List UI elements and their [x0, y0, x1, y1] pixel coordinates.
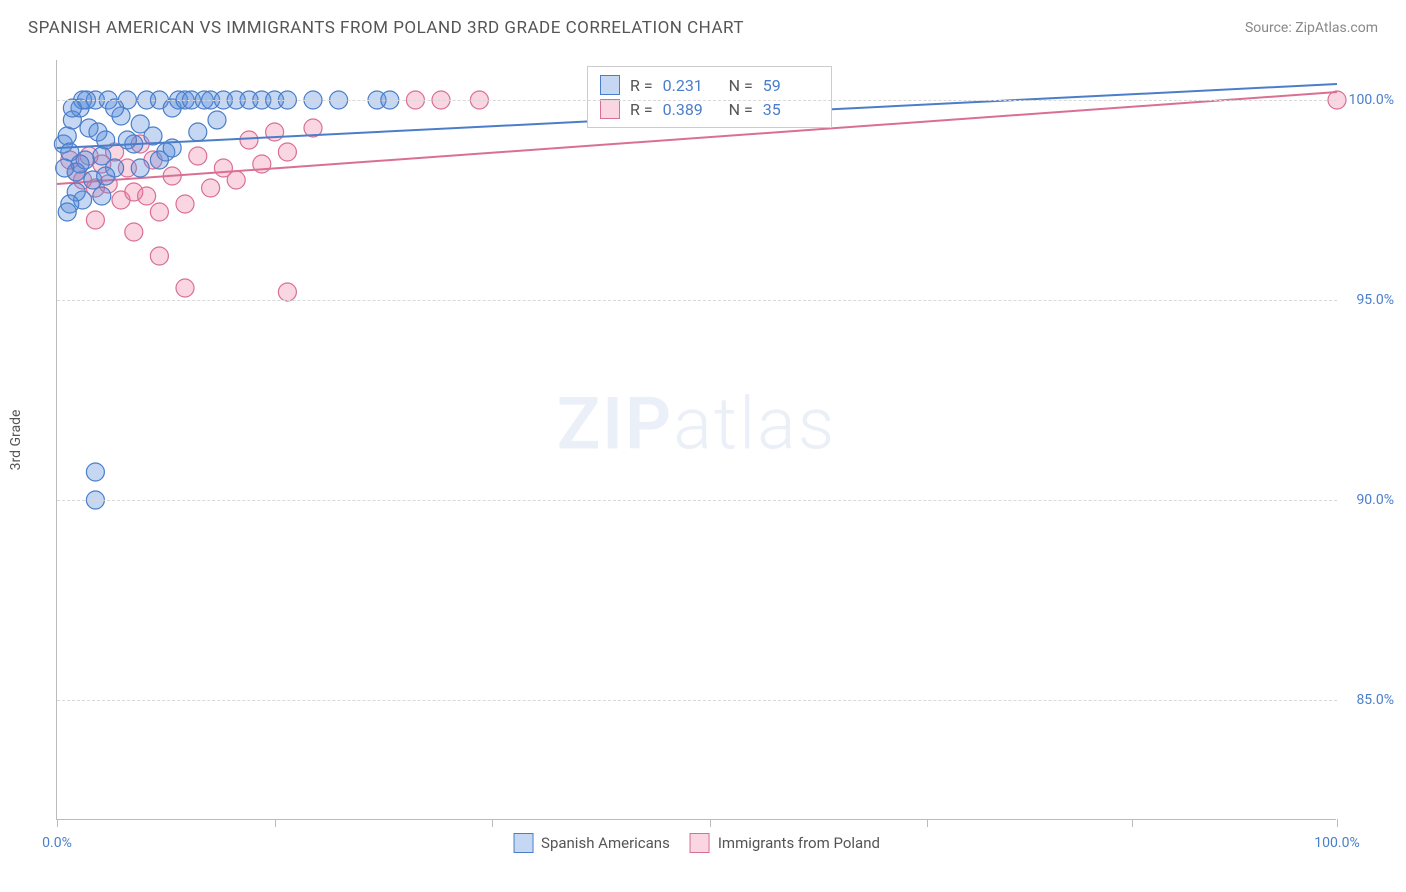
scatter-point-spanish [106, 99, 124, 117]
scatter-svg [57, 60, 1337, 820]
series-legend: Spanish Americans Immigrants from Poland [513, 833, 880, 853]
swatch-poland [600, 99, 620, 119]
r-label: R = [630, 100, 653, 119]
legend-item-spanish: Spanish Americans [513, 833, 670, 853]
n-label: N = [729, 76, 753, 95]
scatter-point-spanish [97, 167, 115, 185]
scatter-point-spanish [131, 159, 149, 177]
scatter-point-poland [278, 143, 296, 161]
swatch-poland [690, 833, 710, 853]
scatter-point-poland [138, 187, 156, 205]
x-tick [57, 819, 58, 827]
scatter-point-poland [202, 179, 220, 197]
scatter-point-poland [176, 279, 194, 297]
scatter-point-spanish [58, 127, 76, 145]
x-tick [927, 819, 928, 827]
scatter-point-spanish [93, 187, 111, 205]
gridline [57, 300, 1337, 301]
chart-container: 3rd Grade ZIPatlas R = 0.231 N = 59 R = … [56, 60, 1376, 820]
r-value-spanish: 0.231 [663, 76, 719, 95]
x-tick-label: 0.0% [42, 835, 72, 851]
scatter-point-spanish [56, 159, 74, 177]
n-label: N = [729, 100, 753, 119]
scatter-point-poland [189, 147, 207, 165]
swatch-spanish [513, 833, 533, 853]
label-spanish: Spanish Americans [541, 834, 670, 852]
scatter-point-spanish [208, 111, 226, 129]
x-tick [1337, 819, 1338, 827]
plot-area: ZIPatlas R = 0.231 N = 59 R = 0.389 N = … [56, 60, 1336, 820]
gridline [57, 700, 1337, 701]
scatter-point-poland [240, 131, 258, 149]
x-tick [492, 819, 493, 827]
correlation-legend: R = 0.231 N = 59 R = 0.389 N = 35 [587, 66, 832, 128]
scatter-point-spanish [189, 123, 207, 141]
scatter-point-spanish [118, 131, 136, 149]
source-attribution: Source: ZipAtlas.com [1245, 20, 1378, 36]
r-value-poland: 0.389 [663, 100, 719, 119]
scatter-point-poland [150, 203, 168, 221]
chart-title: SPANISH AMERICAN VS IMMIGRANTS FROM POLA… [28, 18, 744, 38]
x-tick [1132, 819, 1133, 827]
legend-item-poland: Immigrants from Poland [690, 833, 880, 853]
gridline [57, 100, 1337, 101]
y-tick-label: 95.0% [1342, 292, 1394, 308]
scatter-point-poland [176, 195, 194, 213]
scatter-point-poland [86, 211, 104, 229]
gridline [57, 500, 1337, 501]
scatter-point-spanish [86, 463, 104, 481]
label-poland: Immigrants from Poland [718, 834, 880, 852]
y-tick-label: 100.0% [1342, 92, 1394, 108]
n-value-spanish: 59 [763, 76, 819, 95]
x-tick [710, 819, 711, 827]
scatter-point-spanish [58, 203, 76, 221]
swatch-spanish [600, 75, 620, 95]
scatter-point-poland [278, 283, 296, 301]
n-value-poland: 35 [763, 100, 819, 119]
legend-row-spanish: R = 0.231 N = 59 [600, 73, 819, 97]
x-tick-label: 100.0% [1314, 835, 1359, 851]
y-axis-title: 3rd Grade [8, 410, 24, 471]
y-tick-label: 85.0% [1342, 692, 1394, 708]
x-tick [275, 819, 276, 827]
scatter-point-poland [125, 223, 143, 241]
scatter-point-poland [150, 247, 168, 265]
r-label: R = [630, 76, 653, 95]
y-tick-label: 90.0% [1342, 492, 1394, 508]
scatter-point-poland [227, 171, 245, 189]
